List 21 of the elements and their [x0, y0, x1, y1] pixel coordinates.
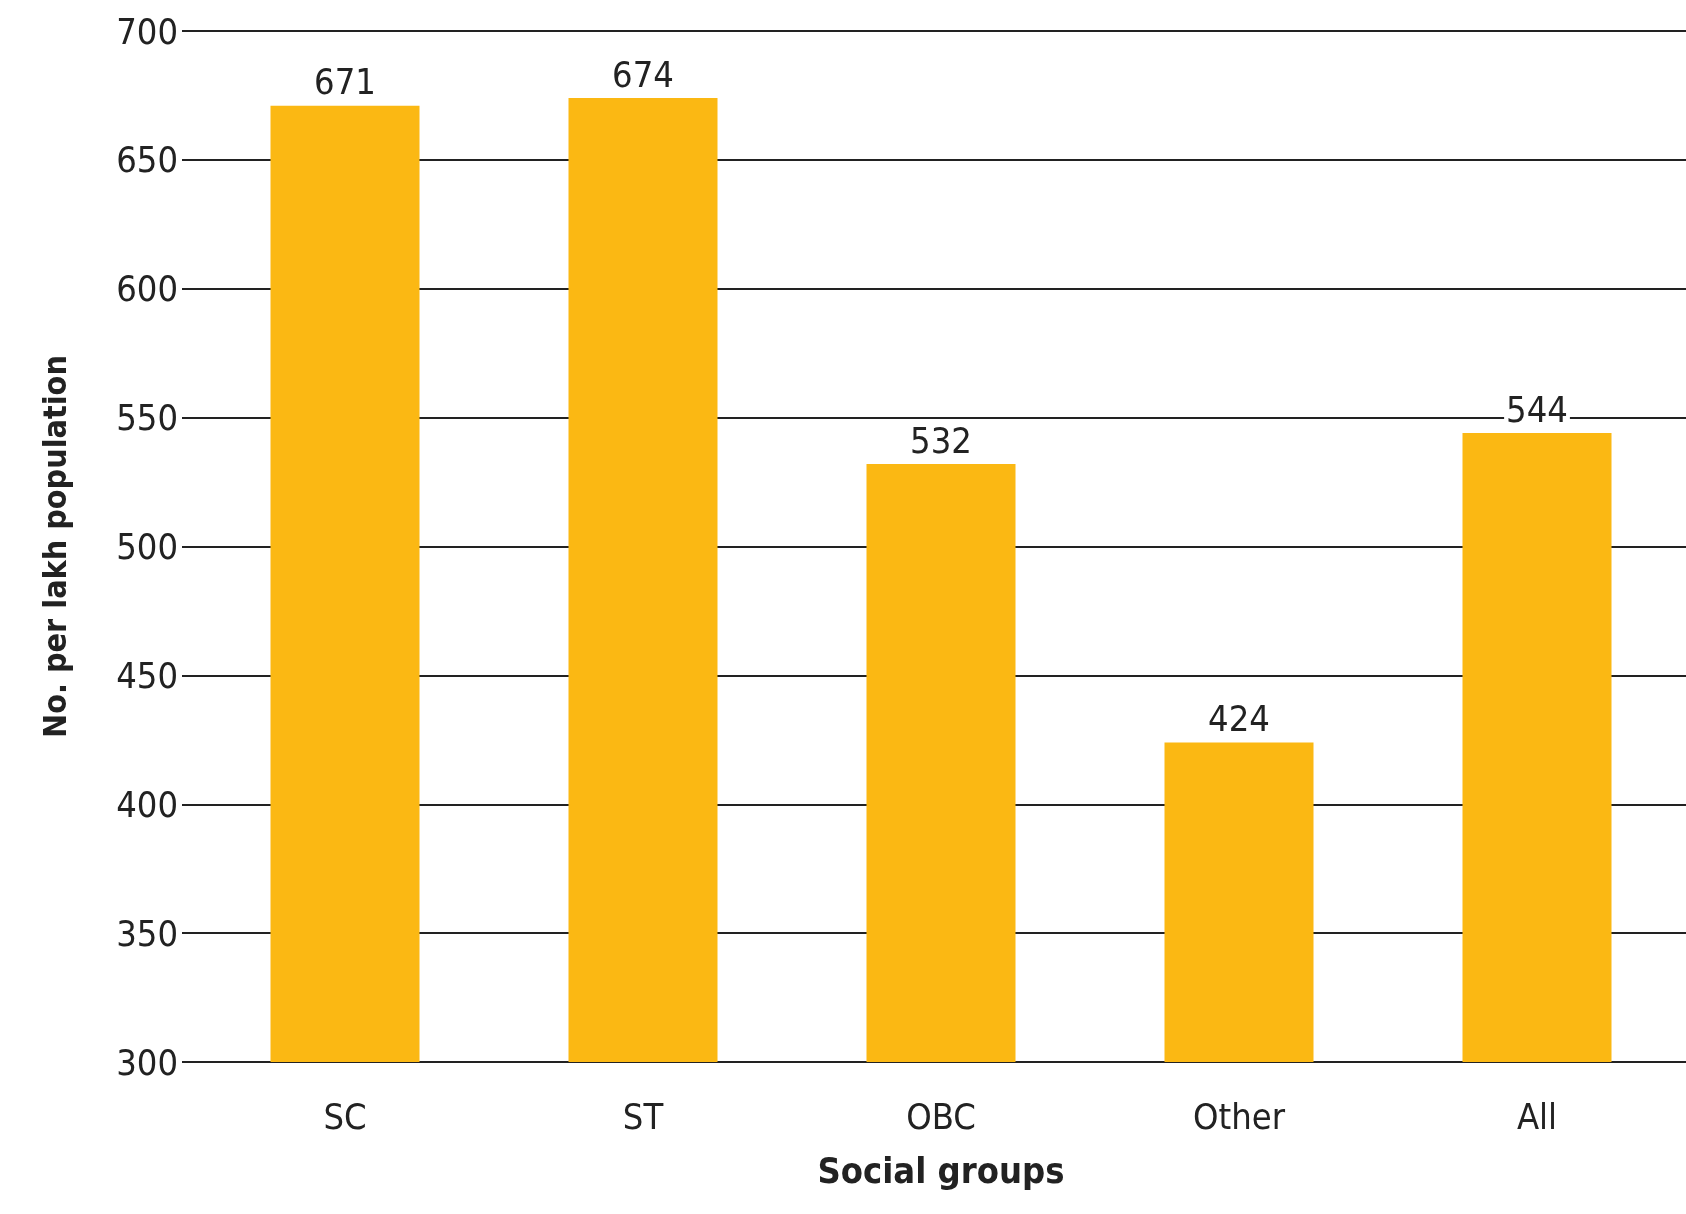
x-tick-label: All: [1516, 1095, 1558, 1137]
y-tick-label: 500: [116, 526, 178, 567]
data-label: 674: [612, 53, 674, 95]
y-tick-label: 450: [116, 654, 178, 696]
data-label: 544: [1506, 388, 1568, 430]
x-axis-title: Social groups: [817, 1149, 1065, 1191]
data-label: 532: [910, 419, 972, 461]
y-tick-label: 350: [116, 912, 178, 954]
y-tick-label: 300: [116, 1041, 178, 1083]
x-tick-label: SC: [323, 1095, 367, 1137]
x-tick-label: ST: [622, 1095, 664, 1137]
y-tick-label: 650: [116, 139, 178, 181]
x-tick-label: OBC: [906, 1095, 976, 1137]
data-label: 671: [314, 61, 376, 103]
y-tick-label: 400: [116, 783, 178, 825]
y-axis-title: No. per lakh population: [36, 355, 74, 738]
x-tick-label: Other: [1193, 1095, 1286, 1137]
y-tick-label: 700: [116, 10, 178, 52]
y-tick-label: 550: [116, 397, 178, 439]
y-tick-label: 600: [116, 268, 178, 310]
data-label: 424: [1208, 697, 1270, 739]
